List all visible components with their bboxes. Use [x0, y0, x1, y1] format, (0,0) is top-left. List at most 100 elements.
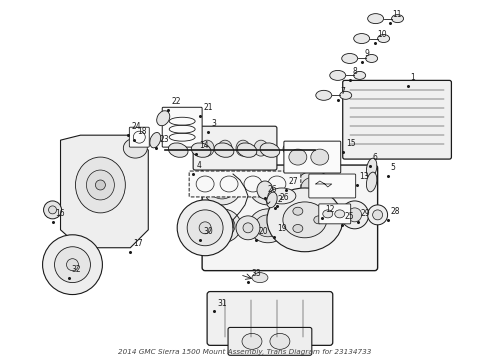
- Ellipse shape: [289, 149, 307, 165]
- Ellipse shape: [249, 171, 287, 205]
- Ellipse shape: [354, 33, 369, 44]
- Text: 13: 13: [360, 172, 369, 181]
- Text: 26: 26: [268, 185, 277, 194]
- FancyBboxPatch shape: [343, 80, 451, 159]
- Ellipse shape: [252, 273, 268, 283]
- Ellipse shape: [237, 143, 257, 157]
- Ellipse shape: [150, 132, 161, 148]
- Ellipse shape: [293, 225, 303, 233]
- Text: 18: 18: [137, 127, 147, 136]
- Ellipse shape: [157, 111, 170, 126]
- Ellipse shape: [330, 71, 346, 80]
- Ellipse shape: [96, 180, 105, 190]
- Text: 23: 23: [159, 135, 169, 144]
- Ellipse shape: [49, 206, 56, 214]
- Ellipse shape: [200, 140, 214, 156]
- Ellipse shape: [267, 188, 343, 252]
- Text: 24: 24: [131, 122, 141, 131]
- Ellipse shape: [123, 138, 147, 158]
- Text: 6: 6: [372, 153, 377, 162]
- FancyBboxPatch shape: [309, 174, 356, 198]
- Ellipse shape: [257, 181, 273, 199]
- Ellipse shape: [295, 171, 333, 205]
- Ellipse shape: [243, 223, 253, 233]
- Ellipse shape: [177, 200, 233, 256]
- Text: 26: 26: [280, 193, 290, 202]
- Ellipse shape: [86, 170, 114, 200]
- Text: 28: 28: [391, 207, 400, 216]
- Ellipse shape: [367, 172, 377, 192]
- Ellipse shape: [54, 247, 91, 283]
- Ellipse shape: [268, 188, 296, 204]
- Ellipse shape: [372, 210, 383, 220]
- Ellipse shape: [340, 91, 352, 99]
- Text: 27: 27: [289, 177, 298, 186]
- Ellipse shape: [301, 215, 327, 237]
- Ellipse shape: [301, 177, 327, 199]
- Text: 3: 3: [211, 119, 216, 128]
- Text: 33: 33: [251, 269, 261, 278]
- FancyBboxPatch shape: [207, 292, 333, 345]
- Ellipse shape: [354, 71, 366, 80]
- FancyBboxPatch shape: [189, 171, 301, 197]
- Ellipse shape: [367, 158, 377, 178]
- Ellipse shape: [348, 208, 362, 222]
- Ellipse shape: [191, 143, 211, 157]
- Ellipse shape: [254, 140, 268, 156]
- FancyBboxPatch shape: [162, 107, 202, 147]
- Ellipse shape: [342, 54, 358, 63]
- Ellipse shape: [314, 216, 324, 224]
- Ellipse shape: [67, 259, 78, 271]
- Ellipse shape: [203, 209, 241, 243]
- FancyBboxPatch shape: [202, 165, 378, 271]
- Ellipse shape: [368, 14, 384, 24]
- Text: 31: 31: [217, 298, 227, 307]
- Text: 9: 9: [365, 49, 369, 58]
- Ellipse shape: [209, 215, 235, 237]
- Text: 2014 GMC Sierra 1500 Mount Assembly, Trans Diagram for 23134733: 2014 GMC Sierra 1500 Mount Assembly, Tra…: [118, 349, 372, 355]
- Text: 14: 14: [199, 141, 209, 150]
- Text: 21: 21: [203, 103, 213, 112]
- Text: 25: 25: [345, 212, 354, 221]
- Ellipse shape: [341, 201, 368, 229]
- Text: 29: 29: [361, 209, 370, 218]
- Ellipse shape: [169, 143, 188, 157]
- Text: 8: 8: [353, 67, 357, 76]
- Ellipse shape: [267, 192, 277, 208]
- Text: 7: 7: [341, 87, 345, 96]
- Ellipse shape: [295, 209, 333, 243]
- Ellipse shape: [44, 201, 62, 219]
- Text: 1: 1: [411, 73, 416, 82]
- Ellipse shape: [283, 202, 327, 238]
- Text: 2: 2: [278, 195, 283, 204]
- Ellipse shape: [366, 54, 378, 62]
- Ellipse shape: [293, 207, 303, 215]
- FancyBboxPatch shape: [319, 204, 351, 224]
- Ellipse shape: [335, 210, 345, 218]
- Text: 19: 19: [277, 224, 287, 233]
- Text: 10: 10: [378, 30, 387, 39]
- Text: 17: 17: [133, 239, 143, 248]
- FancyBboxPatch shape: [193, 126, 277, 170]
- Ellipse shape: [378, 35, 390, 42]
- Ellipse shape: [218, 140, 232, 156]
- Ellipse shape: [283, 143, 303, 157]
- Ellipse shape: [236, 216, 260, 240]
- Text: 12: 12: [325, 205, 334, 214]
- Ellipse shape: [255, 177, 281, 199]
- Ellipse shape: [368, 205, 388, 225]
- Ellipse shape: [199, 222, 211, 234]
- Ellipse shape: [311, 149, 329, 165]
- Text: 5: 5: [391, 163, 395, 172]
- Text: 20: 20: [259, 227, 269, 236]
- Text: 30: 30: [203, 227, 213, 236]
- Ellipse shape: [203, 171, 241, 205]
- Ellipse shape: [236, 140, 250, 156]
- Ellipse shape: [392, 15, 404, 23]
- Ellipse shape: [209, 177, 235, 199]
- Ellipse shape: [270, 333, 290, 349]
- Ellipse shape: [214, 143, 234, 157]
- Ellipse shape: [187, 210, 223, 246]
- FancyBboxPatch shape: [284, 141, 341, 173]
- Ellipse shape: [242, 333, 262, 349]
